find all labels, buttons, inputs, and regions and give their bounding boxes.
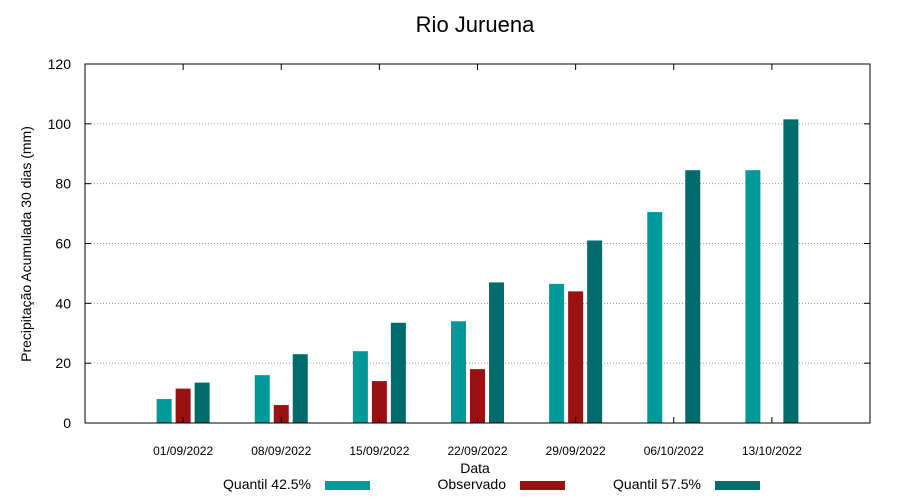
bar-quantil-42-5: [156, 399, 172, 423]
y-tick-label: 80: [55, 176, 71, 192]
x-tick-label: 08/09/2022: [251, 444, 311, 458]
bar-quantil-42-5: [745, 170, 761, 423]
bar-quantil-42-5: [549, 283, 565, 423]
y-axis-label: Precipitação Acumulada 30 dias (mm): [18, 126, 34, 362]
legend-swatch: [325, 481, 370, 490]
y-tick-label: 20: [55, 355, 71, 371]
bar-quantil-57-5: [390, 322, 406, 423]
bar-quantil-57-5: [489, 282, 504, 423]
bar-observado: [175, 388, 191, 423]
legend-swatch: [715, 481, 760, 490]
x-axis-label: Data: [460, 460, 490, 476]
legend-label: Quantil 42.5%: [223, 476, 311, 492]
x-tick-label: 22/09/2022: [447, 444, 507, 458]
x-tick-label: 06/10/2022: [644, 444, 704, 458]
bar-quantil-57-5: [783, 119, 799, 424]
y-tick-label: 40: [55, 295, 71, 311]
x-tick-label: 13/10/2022: [742, 444, 802, 458]
bar-quantil-57-5: [685, 170, 701, 423]
bar-quantil-42-5: [352, 351, 368, 423]
bars: [156, 119, 799, 424]
bar-quantil-57-5: [292, 354, 308, 423]
bar-quantil-57-5: [587, 240, 603, 423]
x-tick-label: 29/09/2022: [546, 444, 606, 458]
bar-quantil-42-5: [254, 375, 270, 423]
bar-quantil-57-5: [194, 382, 210, 423]
legend-swatch: [520, 481, 565, 490]
y-tick-label: 120: [48, 56, 72, 72]
legend-label: Observado: [438, 476, 507, 492]
y-tick-label: 100: [48, 116, 72, 132]
plot-frame: [84, 63, 871, 424]
legend: Quantil 42.5% Observado Quantil 57.5%: [223, 476, 760, 492]
x-tick-label: 15/09/2022: [349, 444, 409, 458]
bar-observado: [568, 291, 584, 423]
bar-observado: [470, 369, 485, 423]
bar-observado: [371, 381, 387, 423]
bar-quantil-42-5: [647, 212, 663, 423]
x-tick-label: 01/09/2022: [153, 444, 213, 458]
grid-lines: [85, 123, 870, 364]
y-tick-label: 0: [63, 415, 71, 431]
x-axis-ticks: 01/09/2022 08/09/2022 15/09/2022 22/09/2022…: [153, 64, 802, 458]
legend-label: Quantil 57.5%: [613, 476, 701, 492]
y-tick-label: 60: [55, 236, 71, 252]
bar-observado: [273, 405, 289, 423]
chart-title: Rio Juruena: [416, 12, 535, 37]
bar-quantil-42-5: [451, 321, 466, 423]
